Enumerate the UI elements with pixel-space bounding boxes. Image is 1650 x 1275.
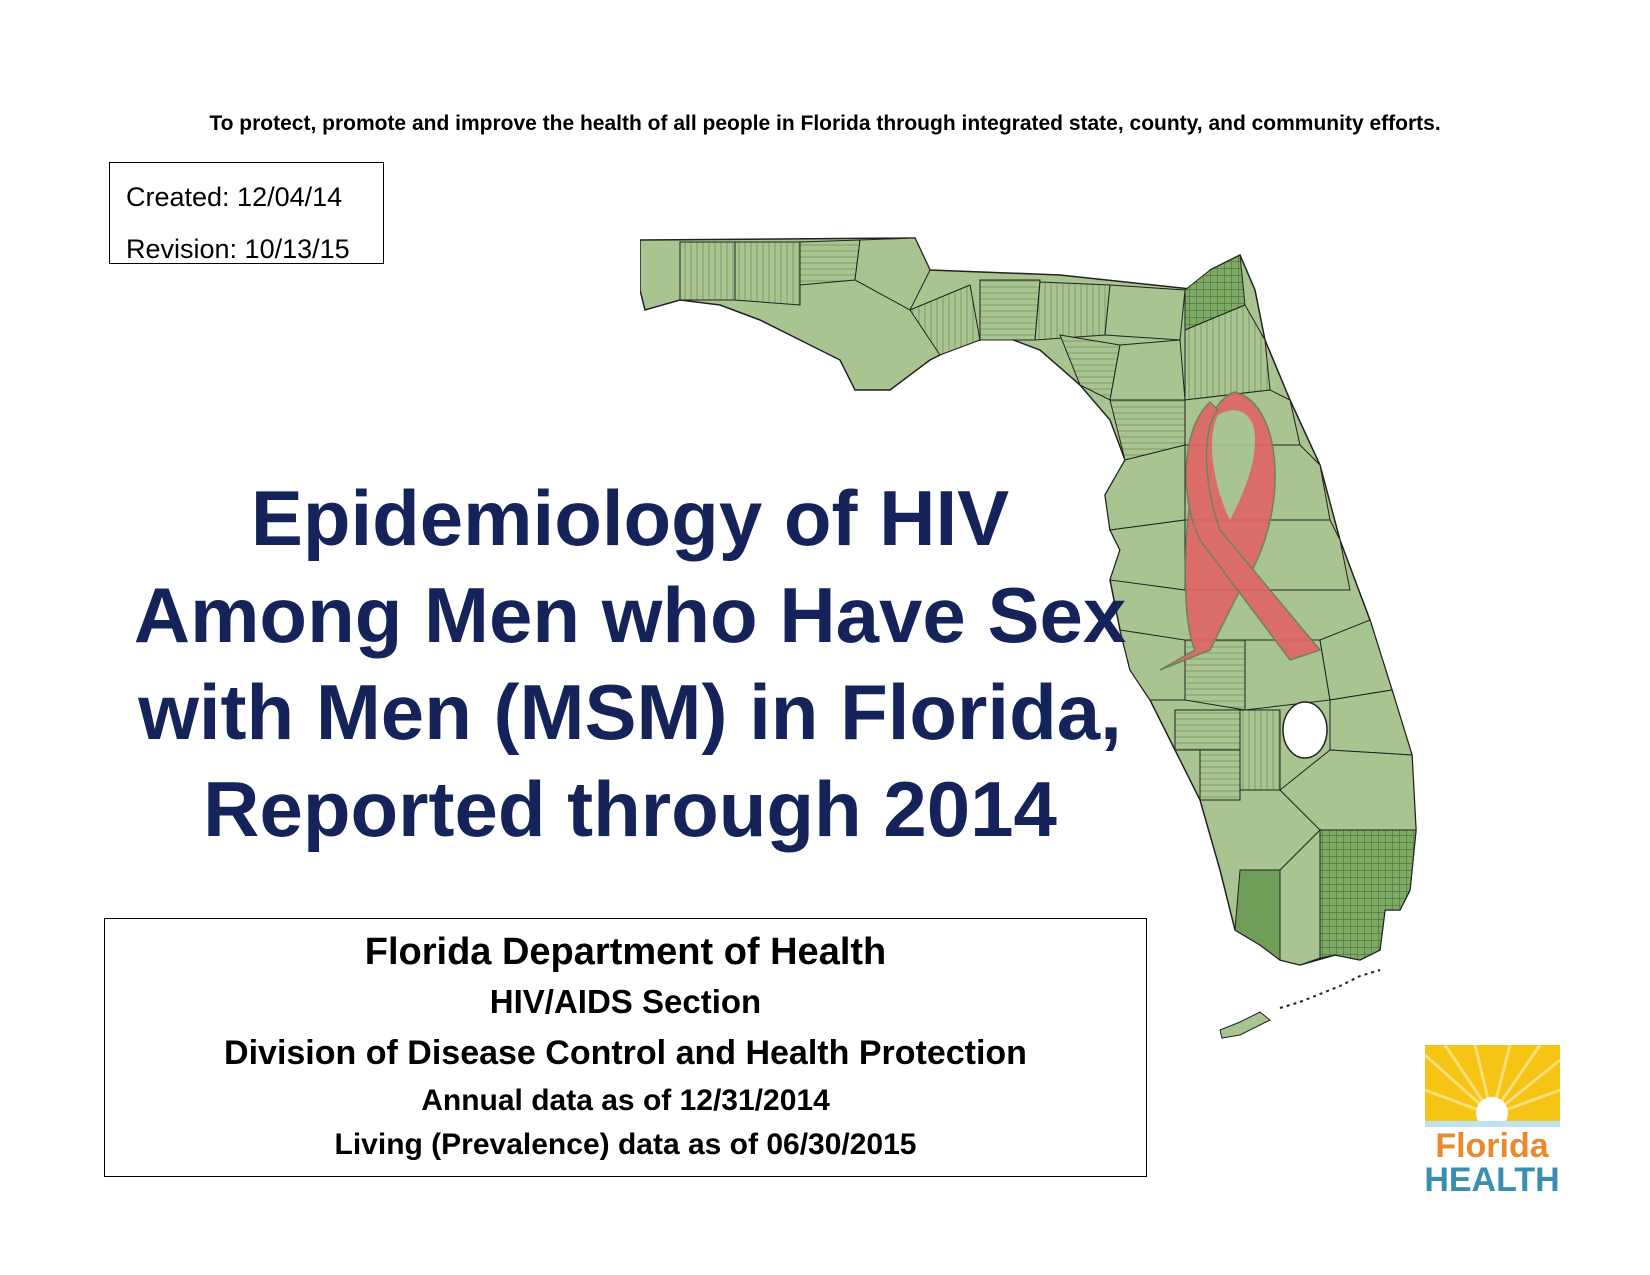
division-name: Division of Disease Control and Health P… (224, 1034, 1027, 1072)
annual-data-date: Annual data as of 12/31/2014 (421, 1084, 830, 1117)
lake-okeechobee (1282, 701, 1328, 759)
title-line-3: with Men (MSM) in Florida, (138, 668, 1122, 756)
title-line-2: Among Men who Have Sex (133, 571, 1127, 659)
created-date: Created: 12/04/14 (126, 182, 343, 212)
page-title: Epidemiology of HIV Among Men who Have S… (60, 470, 1200, 858)
living-data-date: Living (Prevalence) data as of 06/30/201… (334, 1128, 917, 1161)
mission-statement: To protect, promote and improve the heal… (209, 112, 1441, 135)
department-name: Florida Department of Health (364, 931, 887, 973)
logo-text-florida: Florida (1435, 1127, 1549, 1165)
revision-date: Revision: 10/13/15 (126, 234, 350, 264)
logo-text-health: HEALTH (1425, 1161, 1560, 1195)
florida-map (640, 237, 1417, 1039)
dates-box: Created: 12/04/14 Revision: 10/13/15 (109, 162, 384, 264)
section-name: HIV/AIDS Section (489, 983, 762, 1020)
red-ribbon-icon (1159, 391, 1322, 671)
info-box: Florida Department of Health HIV/AIDS Se… (104, 918, 1147, 1177)
title-line-1: Epidemiology of HIV (250, 474, 1010, 562)
title-line-4: Reported through 2014 (203, 765, 1057, 853)
florida-health-logo: Florida HEALTH (1425, 1045, 1560, 1195)
